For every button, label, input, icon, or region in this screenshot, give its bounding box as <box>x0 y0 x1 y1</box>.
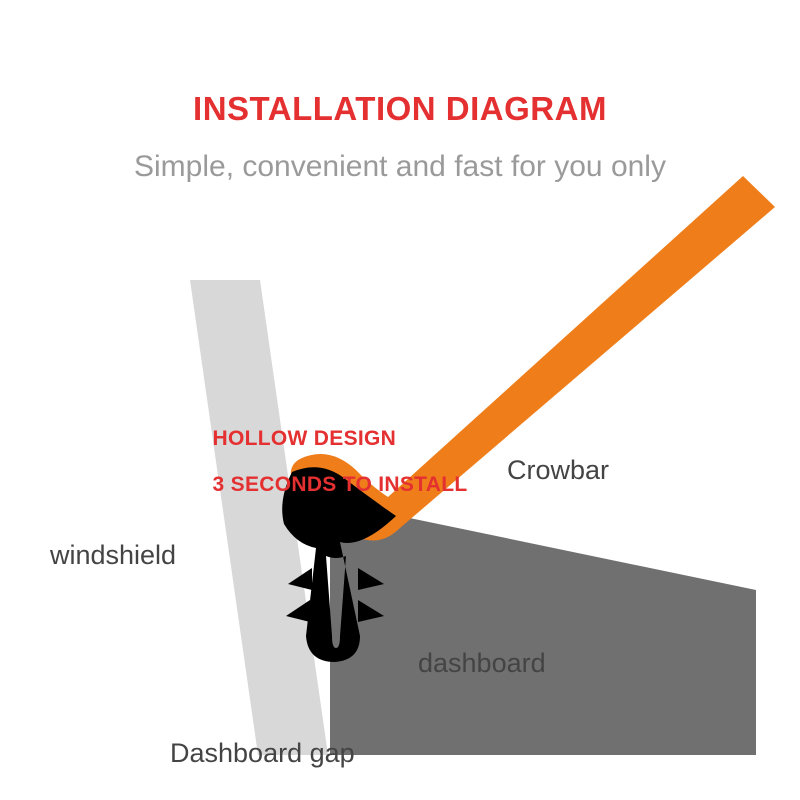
label-dashboard: dashboard <box>418 648 546 679</box>
hollow-design-callout: HOLLOW DESIGN 3 SECONDS TO INSTALL <box>188 404 467 519</box>
label-crowbar: Crowbar <box>507 455 609 486</box>
label-windshield: windshield <box>50 540 176 571</box>
callout-line-1: HOLLOW DESIGN <box>213 427 397 450</box>
dashboard-block <box>330 513 756 755</box>
callout-line-2: 3 SECONDS TO INSTALL <box>213 473 468 496</box>
page-subtitle: Simple, convenient and fast for you only <box>0 150 800 184</box>
page-title: INSTALLATION DIAGRAM <box>0 90 800 128</box>
diagram-canvas: INSTALLATION DIAGRAM Simple, convenient … <box>0 0 800 800</box>
label-dashboard-gap: Dashboard gap <box>170 738 355 769</box>
